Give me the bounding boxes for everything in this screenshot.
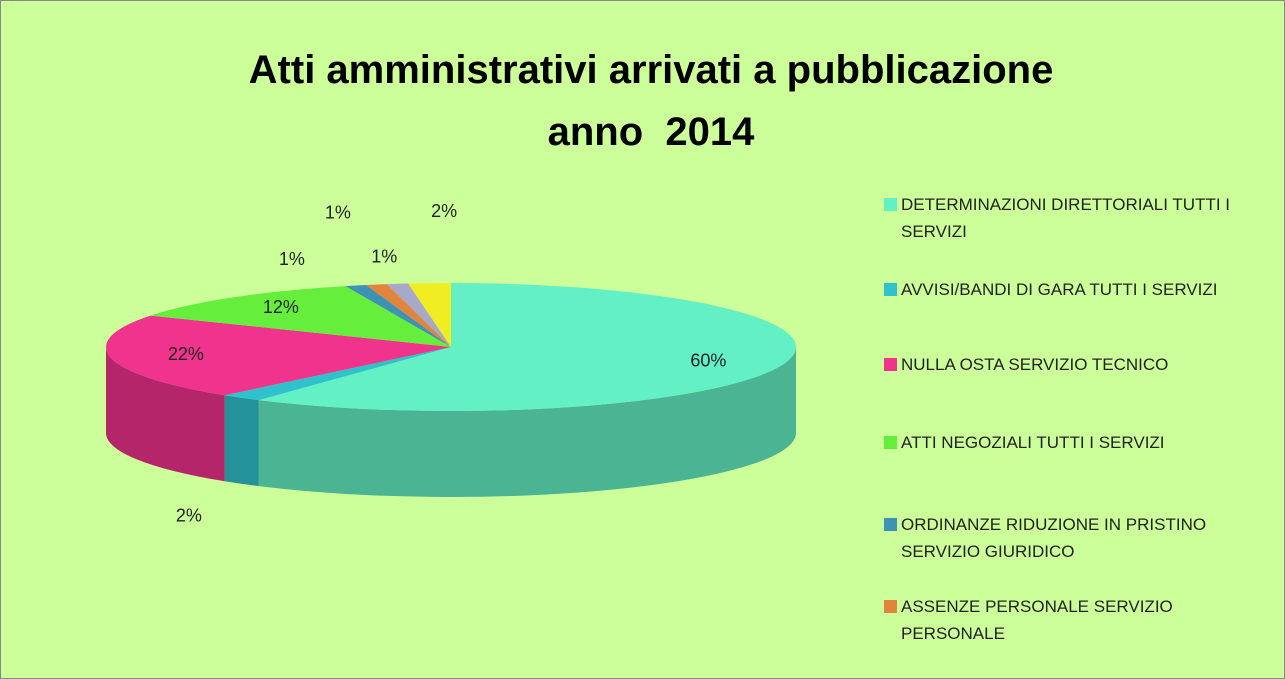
legend-label: ORDINANZE RIDUZIONE IN PRISTINO SERVIZIO… [901,515,1207,561]
data-label: 22% [168,344,204,364]
legend-swatch [884,600,897,613]
legend-swatch [884,283,897,296]
data-label: 1% [279,249,305,269]
legend-item: NULLA OSTA SERVIZIO TECNICO [884,351,1274,378]
data-label: 2% [176,505,202,525]
slice [258,283,796,411]
legend-label: DETERMINAZIONI DIRETTORIALI TUTTI I SERV… [901,195,1231,241]
data-label: 2% [431,201,457,221]
legend-item: AVVISI/BANDI DI GARA TUTTI I SERVIZI [884,276,1274,303]
legend-item: ORDINANZE RIDUZIONE IN PRISTINO SERVIZIO… [884,511,1274,565]
legend-swatch [884,198,897,211]
slice [224,347,451,401]
legend-label: NULLA OSTA SERVIZIO TECNICO [901,355,1169,374]
slice [408,283,451,347]
legend-label: AVVISI/BANDI DI GARA TUTTI I SERVIZI [901,280,1218,299]
slice [366,284,451,347]
legend-swatch [884,358,897,371]
slice-side [224,395,259,487]
slice [150,286,451,347]
slice [386,283,451,347]
slice [106,315,451,396]
slice [345,284,451,347]
legend-item: ATTI NEGOZIALI TUTTI I SERVIZI [884,429,1274,456]
legend-swatch [884,436,897,449]
chart-title: Atti amministrativi arrivati a pubblicaz… [248,48,1054,154]
data-label: 1% [371,247,397,267]
slice-side [106,347,225,482]
slice-side [258,347,796,497]
legend-item: ASSENZE PERSONALE SERVIZIO PERSONALE [884,593,1274,647]
data-label: 60% [690,350,726,370]
legend-label: ASSENZE PERSONALE SERVIZIO PERSONALE [901,597,1173,643]
legend-item: DETERMINAZIONI DIRETTORIALI TUTTI I SERV… [884,191,1274,245]
data-label: 1% [325,203,351,223]
data-label: 12% [263,297,299,317]
legend-swatch [884,518,897,531]
legend-label: ATTI NEGOZIALI TUTTI I SERVIZI [901,433,1165,452]
